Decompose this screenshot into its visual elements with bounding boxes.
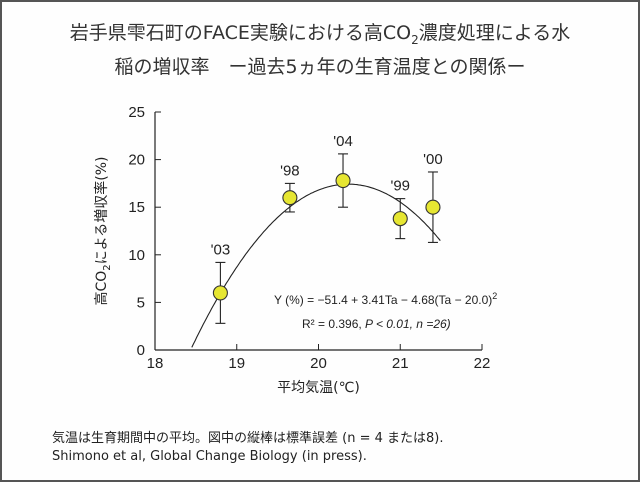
title-line2: 稲の増収率 ー過去5ヵ年の生育温度との関係ー (114, 55, 526, 78)
y-tick-label: 15 (128, 199, 145, 216)
x-axis-label: 平均気温(℃) (277, 380, 360, 396)
fit-equation: Y (%) = −51.4 + 3.41Ta − 4.68(Ta − 20.0)… (274, 291, 497, 307)
title-line1-end: 濃度処理による水 (418, 22, 571, 44)
chart-title: 岩手県雫石町のFACE実験における高CO2濃度処理による水 稲の増収率 ー過去5… (12, 20, 628, 81)
point-year-label: '03 (211, 241, 231, 258)
footer-note: 気温は生育期間中の平均。図中の縦棒は標準誤差 (n = 4 または8). (52, 431, 444, 446)
y-axis-label: 高CO2による増収率(%) (93, 157, 113, 306)
point-year-label: '00 (423, 151, 443, 168)
fit-curve (191, 183, 441, 348)
fit-statistics: R² = 0.396, P < 0.01, n =26) (302, 317, 451, 331)
footer-citation: Shimono et al, Global Change Biology (in… (52, 449, 367, 464)
x-tick-label: 19 (228, 355, 245, 372)
y-tick-label: 25 (128, 104, 145, 121)
point-year-label: '04 (333, 133, 353, 150)
y-tick-label: 0 (137, 342, 145, 359)
data-point (335, 172, 351, 189)
data-point (282, 190, 298, 206)
y-tick-label: 10 (128, 247, 145, 264)
x-tick-label: 18 (147, 355, 164, 372)
y-tick-label: 20 (128, 152, 145, 169)
point-year-label: '98 (280, 162, 300, 179)
data-point (425, 199, 441, 215)
x-tick-label: 22 (474, 355, 491, 372)
y-tick-label: 5 (137, 294, 145, 311)
x-tick-label: 20 (310, 355, 327, 372)
point-year-label: '99 (390, 178, 410, 195)
title-line1: 岩手県雫石町のFACE実験における高CO (69, 22, 412, 44)
data-point (212, 285, 228, 301)
x-tick-label: 21 (392, 355, 409, 372)
data-point (392, 211, 408, 227)
footer: 気温は生育期間中の平均。図中の縦棒は標準誤差 (n = 4 または8). Shi… (52, 430, 443, 466)
title-subscript: 2 (411, 32, 419, 47)
